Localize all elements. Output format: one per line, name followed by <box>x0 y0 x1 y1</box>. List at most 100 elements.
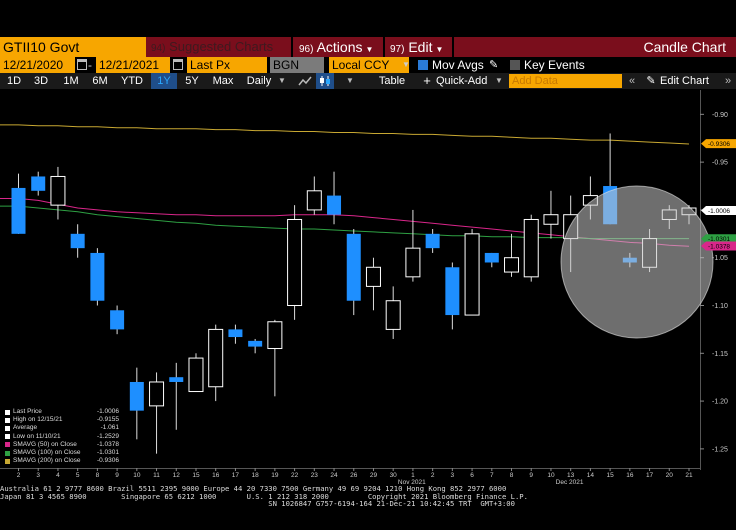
caret-down-icon: ▼ <box>435 45 444 54</box>
candle-body-down <box>31 176 46 191</box>
start-date-input[interactable]: 12/21/2020 <box>0 57 75 73</box>
candle-body-up <box>188 357 204 393</box>
x-tick-label: 10 <box>133 472 141 479</box>
y-tick-label: -1.25 <box>712 446 728 453</box>
collapse-left-icon[interactable]: « <box>628 75 636 87</box>
table-button[interactable]: Table <box>378 75 406 87</box>
period-1d[interactable]: 1D <box>6 75 22 87</box>
chevron-down-icon[interactable]: ▼ <box>495 76 503 85</box>
month-label: Nov 2021 <box>398 479 426 486</box>
candle-body-down <box>70 233 85 249</box>
price-tag-label: -1.0006 <box>708 208 730 215</box>
period-ytd[interactable]: YTD <box>121 75 143 87</box>
date-separator: - <box>88 58 92 72</box>
x-tick-label: 26 <box>350 472 358 479</box>
legend-row: Average -1.061 <box>5 424 119 432</box>
period-1y[interactable]: 1Y <box>151 73 177 89</box>
y-tick-label: -1.05 <box>712 255 728 262</box>
x-tick-label: 1 <box>411 472 415 479</box>
price-tag-box <box>701 205 736 215</box>
price-tag: -1.0301 <box>701 234 736 244</box>
x-tick-label: 17 <box>646 472 654 479</box>
chart-canvas[interactable]: -0.90-0.95-1.00-1.05-1.10-1.15-1.20-1.25… <box>0 90 736 530</box>
x-tick-label: 23 <box>311 472 319 479</box>
legend-value: -1.2529 <box>96 432 119 440</box>
title-bar <box>0 37 736 57</box>
edit-menu[interactable]: 97) Edit ▼ <box>386 37 450 57</box>
chevron-down-icon[interactable]: ▼ <box>402 60 410 69</box>
candle-body-up <box>365 266 381 287</box>
x-tick-label: 20 <box>666 472 674 479</box>
plus-icon: + <box>423 73 431 88</box>
period-3d[interactable]: 3D <box>33 75 49 87</box>
frequency-select[interactable]: Daily <box>246 75 272 87</box>
pencil-icon[interactable]: ✎ <box>489 59 499 71</box>
x-tick-label: 3 <box>451 472 455 479</box>
expand-right-icon[interactable]: » <box>724 75 732 87</box>
x-tick-label: 19 <box>271 472 279 479</box>
period-6m[interactable]: 6M <box>92 75 108 87</box>
period-5y[interactable]: 5Y <box>185 75 199 87</box>
legend-value: -0.9306 <box>96 457 119 465</box>
mov-avgs-checkbox[interactable] <box>418 60 428 70</box>
candle-body-down <box>248 340 263 347</box>
candle-body-down <box>169 377 184 382</box>
line-chart-icon[interactable] <box>294 73 316 89</box>
chevron-down-icon[interactable]: ▼ <box>346 76 354 85</box>
x-tick-label: 18 <box>252 472 260 479</box>
sma-line-2 <box>0 124 690 145</box>
candle-body-down <box>11 187 26 234</box>
period-max[interactable]: Max <box>212 75 234 87</box>
field-select[interactable]: Last Px <box>187 57 267 73</box>
legend-label: SMAVG (50) on Close <box>5 441 77 449</box>
currency-select[interactable]: Local CCY <box>329 57 409 73</box>
y-tick-label: -0.95 <box>712 160 728 167</box>
candle-body-up <box>50 175 66 206</box>
legend-swatch <box>5 450 10 456</box>
x-tick-label: 16 <box>212 472 220 479</box>
legend-swatch <box>5 442 10 448</box>
key-events-checkbox[interactable] <box>510 60 520 70</box>
candle-chart[interactable]: -0.90-0.95-1.00-1.05-1.10-1.15-1.20-1.25… <box>0 90 736 530</box>
legend-row: SMAVG (50) on Close -1.0378 <box>5 441 119 449</box>
actions-menu[interactable]: 96) Actions ▼ <box>295 37 381 57</box>
quick-add-button[interactable]: Quick-Add <box>436 75 488 87</box>
x-tick-label: 15 <box>192 472 200 479</box>
x-tick-label: 4 <box>56 472 60 479</box>
edit-number: 97) <box>390 44 405 55</box>
candle-body-up <box>208 328 224 388</box>
source-select[interactable]: BGN <box>270 57 324 73</box>
add-data-input[interactable]: Add Data <box>509 74 622 88</box>
period-1m[interactable]: 1M <box>63 75 79 87</box>
candle-body-up <box>464 233 480 316</box>
end-date-input[interactable]: 12/21/2021 <box>96 57 170 73</box>
caret-down-icon: ▼ <box>365 45 374 54</box>
candle-body-down <box>425 233 440 249</box>
x-tick-label: 11 <box>153 472 160 479</box>
calendar-icon[interactable] <box>173 59 183 70</box>
security-field[interactable]: GTII10 Govt <box>0 37 146 57</box>
x-tick-label: 9 <box>115 472 119 479</box>
price-tag-label: -0.9306 <box>708 141 730 148</box>
x-tick-label: 7 <box>490 472 494 479</box>
footer-line-2: Japan 81 3 4565 8900 Singapore 65 6212 1… <box>0 491 528 501</box>
edit-chart-button[interactable]: Edit Chart <box>660 75 709 87</box>
x-tick-label: 24 <box>330 472 338 479</box>
candle-chart-icon[interactable] <box>316 73 334 89</box>
chevron-down-icon[interactable]: ▼ <box>278 76 286 85</box>
suggested-charts-button[interactable]: 94) Suggested Charts <box>148 37 291 57</box>
calendar-icon[interactable] <box>77 59 87 70</box>
candle-body-up <box>405 247 421 278</box>
legend-row: High on 12/15/21 -0.9155 <box>5 416 119 424</box>
candle-body-up <box>306 190 322 211</box>
candle-body-down <box>110 310 125 330</box>
chart-title: Candle Chart <box>643 39 727 55</box>
legend-label: Average <box>5 424 37 432</box>
footer: Australia 61 2 9777 8600 Brazil 5511 239… <box>0 485 736 508</box>
price-tag: -0.9306 <box>701 139 736 149</box>
line-chart-glyph <box>298 76 312 86</box>
x-tick-label: 17 <box>232 472 240 479</box>
candle-body-up <box>385 300 401 330</box>
legend-value: -1.0006 <box>96 408 119 415</box>
x-tick-label: 29 <box>370 472 378 479</box>
